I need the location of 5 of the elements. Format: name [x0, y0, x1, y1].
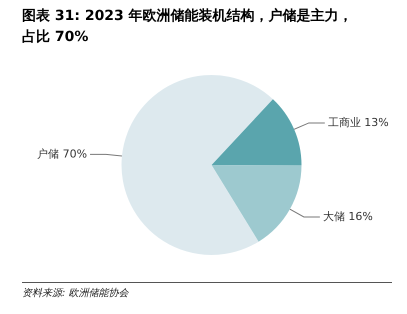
slice-label: 户储 70% [37, 147, 88, 160]
text: 资料来源: 欧洲储能协会 [22, 282, 392, 300]
slice-label: 工商业 13% [328, 116, 389, 129]
chart-title: 图表 31: 2023 年欧洲储能装机结构，户储是主力，占比 70% [22, 6, 354, 47]
slice-label: 大储 16% [322, 210, 373, 223]
